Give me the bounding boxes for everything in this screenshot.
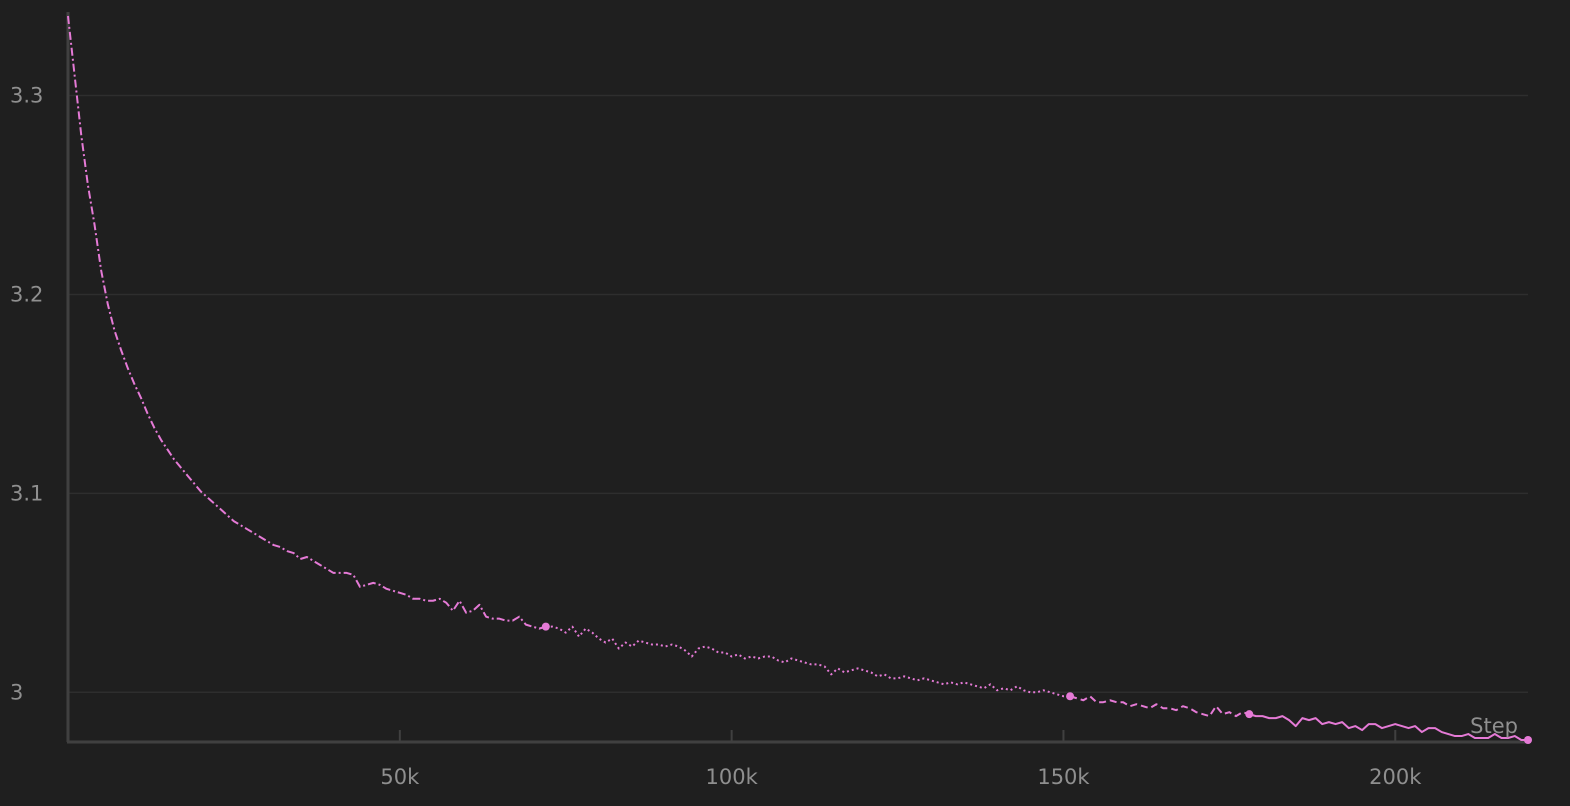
- y-tick-label: 3.2: [10, 282, 43, 306]
- series-markers: [541, 622, 1532, 745]
- axes: [66, 12, 1528, 744]
- y-tick-label: 3.1: [10, 481, 43, 505]
- series-point-marker[interactable]: [1245, 710, 1254, 719]
- y-tick-label: 3: [10, 680, 23, 704]
- series-point-marker[interactable]: [541, 622, 550, 631]
- series-line-dashdot: [67, 15, 547, 630]
- series-point-marker[interactable]: [1066, 692, 1075, 701]
- y-tick-labels: 3 3.1 3.2 3.3: [10, 84, 43, 705]
- series-lines: [67, 15, 1528, 742]
- x-tick-label: 100k: [706, 765, 759, 789]
- x-tick-labels: 50k 100k 150k 200k: [380, 730, 1422, 789]
- x-axis-title: Step: [1470, 714, 1518, 738]
- y-tick-label: 3.3: [10, 84, 43, 108]
- grid-lines: [68, 94, 1528, 694]
- x-tick-label: 200k: [1369, 765, 1422, 789]
- x-tick-label: 150k: [1037, 765, 1090, 789]
- x-tick-label: 50k: [380, 765, 420, 789]
- series-point-marker[interactable]: [1524, 736, 1532, 745]
- series-line-dashed: [1069, 695, 1250, 718]
- series-line-solid: [1248, 713, 1528, 742]
